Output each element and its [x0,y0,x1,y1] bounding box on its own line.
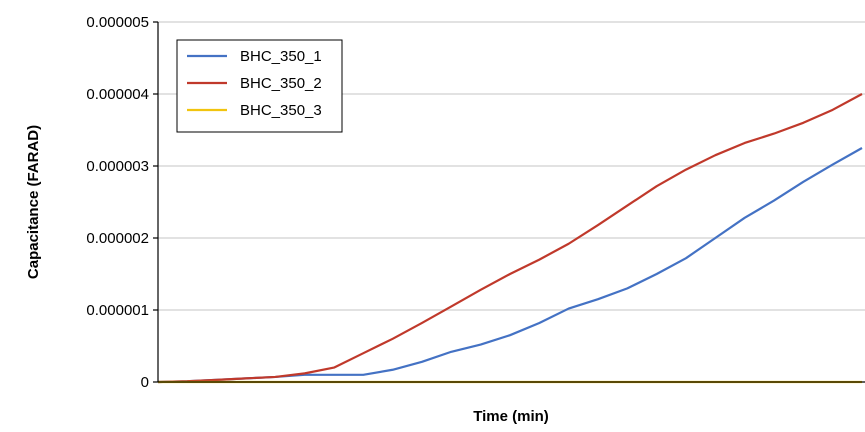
x-axis-title: Time (min) [473,408,549,425]
y-ticks: 0 0.000001 0.000002 0.000003 0.000004 0.00000… [86,14,158,391]
y-tick-label: 0.000003 [86,158,149,175]
y-tick-label: 0.000002 [86,230,149,247]
legend-label: BHC_350_2 [240,75,322,92]
y-tick-label: 0.000004 [86,86,149,103]
y-tick-label: 0.000001 [86,302,149,319]
y-tick-label: 0 [141,374,149,391]
legend: BHC_350_1 BHC_350_2 BHC_350_3 [176,39,343,133]
legend-label: BHC_350_3 [240,102,322,119]
axes [157,22,865,383]
series-line-bhc-350-1 [157,147,863,384]
series-line-bhc-350-2 [157,93,863,384]
y-tick-label: 0.000005 [86,14,149,31]
y-axis-title: Capacitance (FARAD) [25,125,42,279]
legend-label: BHC_350_1 [240,48,322,65]
